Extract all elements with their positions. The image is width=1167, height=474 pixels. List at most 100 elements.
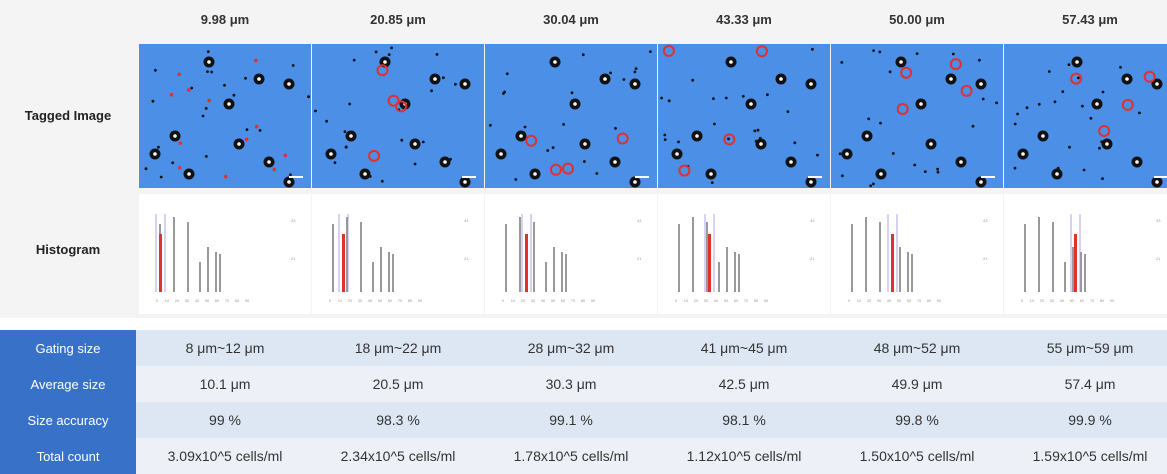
histogram: 0 10 20 30 40 50 60 70 80 90 43 21: [485, 194, 657, 314]
table-cell: 99.9 %: [1068, 412, 1112, 428]
x-tick-label: 90: [1110, 298, 1115, 303]
x-tick-label: 0: [329, 298, 332, 303]
histogram-bar: [545, 262, 547, 292]
bead-center: [949, 77, 953, 81]
bead-center: [207, 60, 211, 64]
x-tick-label: 90: [937, 298, 942, 303]
bead-center: [865, 134, 869, 138]
x-tick-label: 90: [418, 298, 423, 303]
histogram-bar: [706, 222, 708, 292]
table-cell: 1.78x10^5 cells/ml: [513, 448, 629, 464]
x-tick-label: 40: [541, 298, 546, 303]
cell-dot: [756, 128, 760, 132]
cell-dot: [1037, 102, 1041, 106]
cell-dot: [1067, 63, 1071, 66]
x-tick-label: 80: [927, 298, 932, 303]
cell-dot: [915, 52, 919, 55]
cell-dot: [1013, 122, 1017, 126]
tag-marker: [1070, 72, 1083, 85]
bead-center: [287, 82, 291, 86]
histogram-bar: [346, 217, 348, 292]
y-tick-label: 21: [291, 256, 296, 261]
bead-center: [695, 134, 699, 138]
table-cell: 1.50x10^5 cells/ml: [859, 448, 975, 464]
column-header: 43.33 μm: [716, 12, 772, 27]
tag-marker: [960, 84, 973, 97]
bead-center: [349, 134, 353, 138]
histogram-bar: [1064, 262, 1066, 292]
cell-dot: [201, 114, 205, 118]
cell-dot: [314, 109, 317, 113]
column-header: 30.04 μm: [543, 12, 599, 27]
x-tick-label: 80: [235, 298, 240, 303]
bead-center: [779, 77, 783, 81]
bead-center: [463, 180, 467, 184]
x-tick-label: 30: [358, 298, 363, 303]
x-tick-label: 10: [1030, 298, 1035, 303]
x-tick-label: 30: [877, 298, 882, 303]
histogram-bar: [215, 252, 217, 292]
x-tick-label: 50: [1070, 298, 1075, 303]
bead-center: [899, 60, 903, 64]
cell-dot: [210, 70, 214, 74]
cell-dot: [595, 172, 599, 175]
cell-dot: [724, 96, 728, 100]
x-tick-label: 80: [1100, 298, 1105, 303]
table-cell: 28 μm~32 μm: [527, 340, 615, 356]
tagged-image: [658, 44, 830, 188]
cell-dot: [489, 123, 492, 127]
cell-dot: [344, 145, 348, 149]
histogram-bar: [392, 254, 394, 292]
cell-dot: [390, 46, 393, 50]
cell-dot: [1138, 111, 1141, 115]
histogram: 0 10 20 30 40 50 60 70 80 90 43 21: [831, 194, 1003, 314]
gating-size-row: Gating size 8 μm~12 μm 18 μm~22 μm 28 μm~3…: [0, 330, 1167, 366]
x-tick-label: 0: [848, 298, 851, 303]
tag-marker: [283, 153, 288, 158]
bead-center: [879, 172, 883, 176]
cell-dot: [936, 170, 940, 174]
cell-dot: [981, 97, 985, 101]
x-tick-label: 0: [156, 298, 159, 303]
histogram: 0 10 20 30 40 50 60 70 80 90 43 21: [312, 194, 484, 314]
histogram-bar: [734, 252, 736, 292]
histogram-bar: [199, 262, 201, 292]
y-tick-label: 21: [464, 256, 469, 261]
x-tick-label: 20: [694, 298, 699, 303]
x-tick-label: 30: [185, 298, 190, 303]
bead-center: [463, 82, 467, 86]
bead-center: [929, 142, 933, 146]
cell-dot: [995, 101, 998, 105]
gating-size-header: Gating size: [0, 330, 136, 366]
tag-marker: [1098, 125, 1111, 137]
table-cell: 1.59x10^5 cells/ml: [1032, 448, 1148, 464]
cell-dot: [144, 167, 148, 171]
x-tick-label: 10: [165, 298, 170, 303]
cell-dot: [667, 99, 671, 103]
bead-center: [433, 77, 437, 81]
bead-center: [759, 142, 763, 146]
x-tick-label: 0: [1021, 298, 1024, 303]
cell-dot: [421, 140, 425, 144]
histogram-bar: [332, 224, 334, 292]
bead-center: [675, 152, 679, 156]
scale-bar: [462, 176, 476, 178]
histogram-bar: [1052, 222, 1054, 292]
x-tick-label: 30: [704, 298, 709, 303]
cell-dot: [1025, 106, 1029, 110]
tag-marker: [562, 162, 574, 175]
cell-dot: [333, 161, 337, 164]
cell-dot: [413, 162, 417, 166]
cell-dot: [523, 125, 527, 129]
histogram-bar: [533, 222, 535, 292]
cell-dot: [570, 91, 574, 95]
histogram-bar: [907, 252, 909, 292]
cell-dot: [206, 50, 210, 53]
cell-dot: [245, 128, 249, 131]
x-tick-label: 70: [571, 298, 576, 303]
cell-dot: [374, 50, 378, 54]
x-tick-label: 60: [734, 298, 739, 303]
histogram: 0 10 20 30 40 50 60 70 80 90 43 21: [658, 194, 830, 314]
cell-dot: [786, 110, 790, 113]
tag-marker: [387, 94, 400, 107]
